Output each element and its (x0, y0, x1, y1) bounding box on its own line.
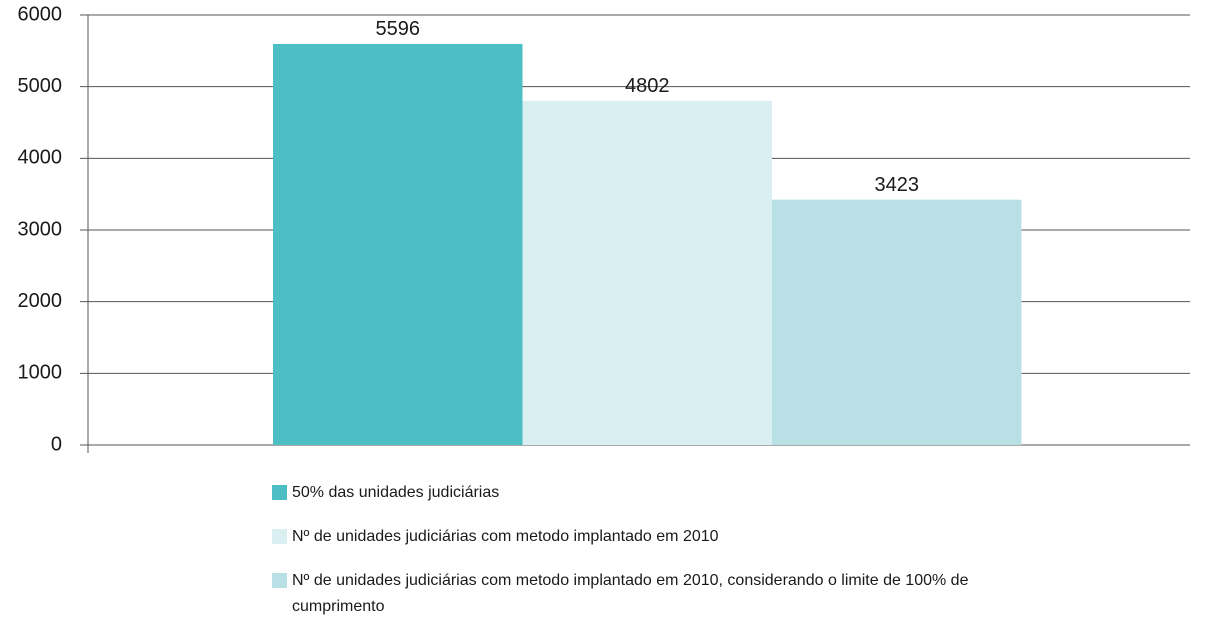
legend-item: Nº de unidades judiciárias com metodo im… (272, 524, 1032, 550)
y-tick-label: 4000 (18, 147, 63, 169)
legend-label: Nº de unidades judiciárias com metodo im… (292, 572, 969, 615)
legend: 50% das unidades judiciárias Nº de unidad… (272, 480, 1032, 638)
data-label: 5596 (376, 18, 421, 40)
bar (273, 43, 523, 445)
y-tick-label: 5000 (18, 75, 63, 97)
legend-label: Nº de unidades judiciárias com metodo im… (292, 528, 719, 545)
legend-item: 50% das unidades judiciárias (272, 480, 1032, 506)
chart: 0 1000 2000 3000 4000 5000 6000 5596 4802 3423 (18, 3, 1190, 455)
y-tick-label: 3000 (18, 218, 63, 240)
y-tick-label: 6000 (18, 3, 63, 25)
y-tick-label: 0 (51, 433, 62, 455)
data-label: 3423 (875, 174, 920, 196)
y-tick-label: 1000 (18, 362, 63, 384)
legend-swatch (272, 485, 287, 500)
legend-swatch (272, 573, 287, 588)
legend-label: 50% das unidades judiciárias (292, 484, 500, 501)
data-label: 4802 (625, 75, 670, 97)
legend-swatch (272, 529, 287, 544)
bar (522, 100, 772, 446)
legend-item: Nº de unidades judiciárias com metodo im… (272, 568, 1032, 620)
y-tick-label: 2000 (18, 290, 63, 312)
bar (772, 199, 1022, 445)
